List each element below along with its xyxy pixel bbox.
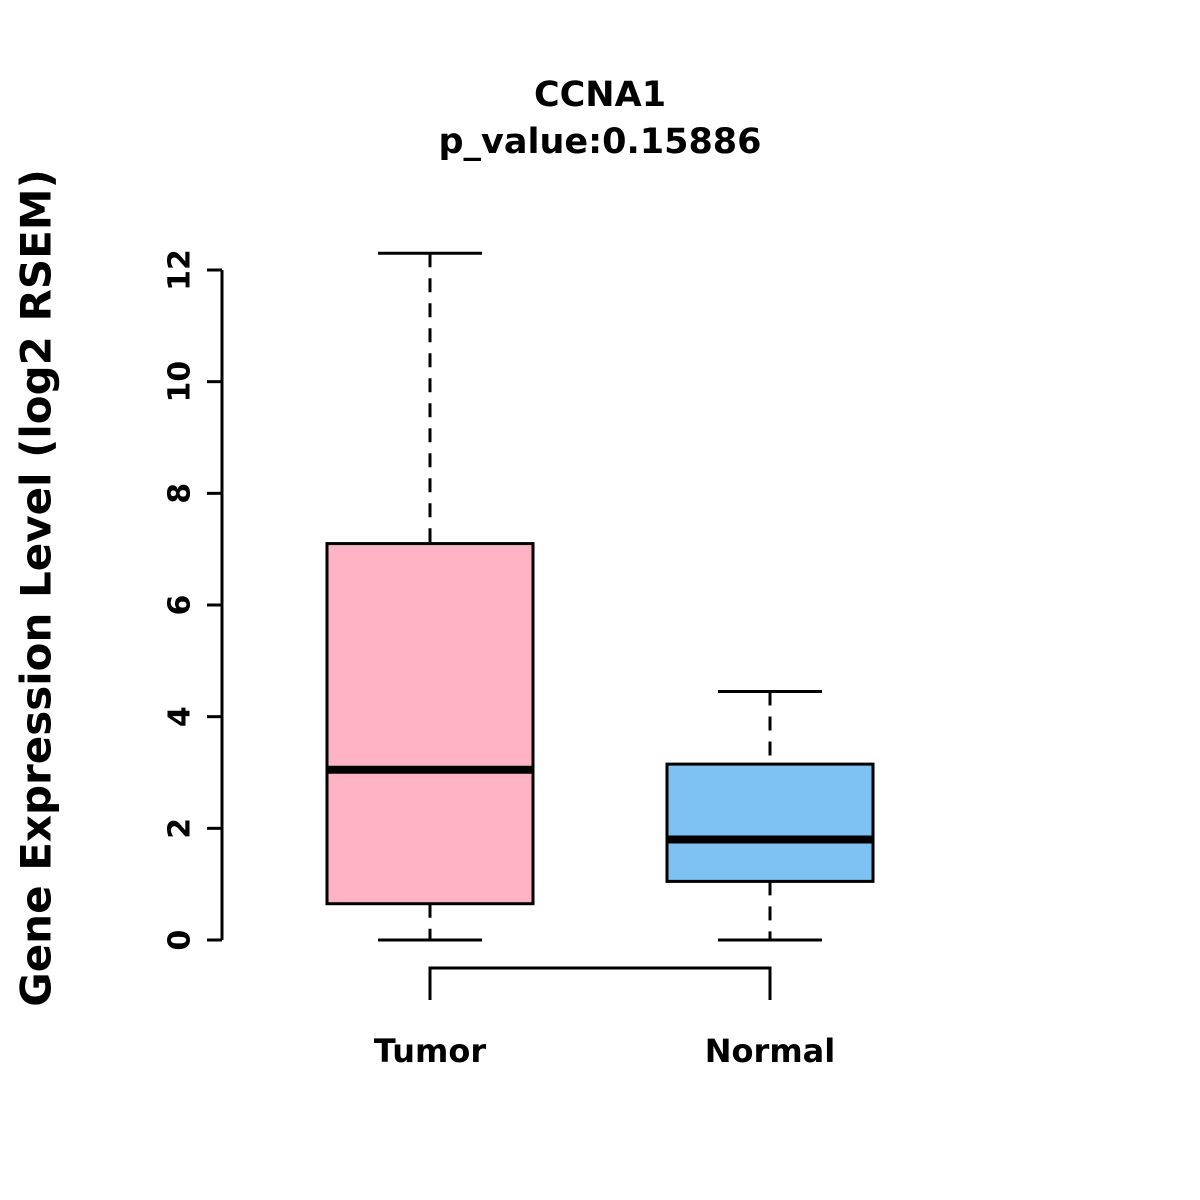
- y-tick-label: 2: [163, 818, 198, 839]
- y-tick-label: 0: [163, 930, 198, 951]
- box-normal: [665, 690, 875, 942]
- y-tick-label: 8: [163, 483, 198, 504]
- iqr-box: [665, 762, 875, 883]
- comparison-bracket: [428, 966, 772, 1000]
- chart-subtitle: p_value:0.15886: [438, 122, 762, 163]
- x-label-tumor: Tumor: [374, 1032, 486, 1070]
- y-tick-label: 6: [163, 595, 198, 616]
- chart-title: CCNA1: [533, 75, 667, 115]
- y-tick-label: 10: [163, 361, 198, 403]
- x-label-normal: Normal: [705, 1032, 835, 1070]
- box-tumor: [325, 251, 535, 942]
- title-block: CCNA1 p_value:0.15886: [0, 72, 1200, 167]
- y-tick-label: 12: [163, 249, 198, 291]
- y-tick-label: 4: [163, 706, 198, 727]
- iqr-box: [325, 542, 535, 906]
